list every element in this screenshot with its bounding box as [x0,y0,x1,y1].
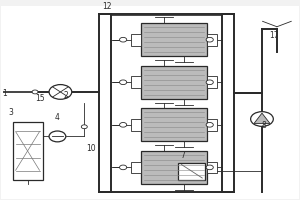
Bar [222,14,234,192]
Circle shape [49,85,72,99]
Text: 17: 17 [269,31,279,40]
Circle shape [119,123,127,127]
Text: 10: 10 [86,144,95,153]
Text: 7: 7 [180,151,185,160]
Bar [207,162,217,173]
Circle shape [119,80,127,85]
Bar [130,119,141,131]
Text: 4: 4 [54,113,59,122]
Text: 3: 3 [8,108,13,117]
Circle shape [119,165,127,170]
Circle shape [81,125,87,129]
Bar [178,163,205,180]
Text: 15: 15 [35,94,45,103]
Bar [141,23,207,56]
Polygon shape [254,113,270,123]
Circle shape [49,131,66,142]
Bar [130,34,141,46]
Text: 12: 12 [102,2,112,11]
Bar [207,34,217,46]
Circle shape [206,80,213,85]
Circle shape [32,90,38,94]
Bar [141,151,207,184]
Circle shape [206,37,213,42]
Bar [130,76,141,88]
Bar [99,14,111,192]
Circle shape [206,123,213,127]
Bar [130,162,141,173]
Circle shape [119,37,127,42]
Text: 2: 2 [63,91,68,100]
Bar [141,66,207,99]
Bar [207,76,217,88]
Bar [207,119,217,131]
Text: 8: 8 [262,121,267,130]
Circle shape [206,165,213,170]
Text: 1: 1 [2,89,7,98]
Bar [13,122,43,180]
Bar [141,108,207,141]
Circle shape [250,112,273,126]
